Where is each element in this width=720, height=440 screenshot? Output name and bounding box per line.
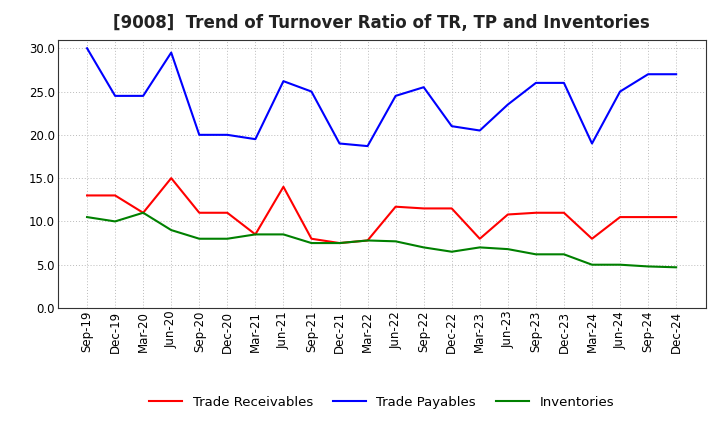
Trade Payables [336, 141, 344, 146]
Trade Payables [531, 80, 540, 85]
Trade Receivables [223, 210, 232, 216]
Trade Receivables [447, 206, 456, 211]
Trade Receivables [307, 236, 316, 242]
Inventories [336, 240, 344, 246]
Trade Payables [588, 141, 596, 146]
Trade Receivables [588, 236, 596, 242]
Inventories [251, 232, 260, 237]
Inventories [307, 240, 316, 246]
Trade Payables [195, 132, 204, 137]
Trade Receivables [559, 210, 568, 216]
Trade Receivables [475, 236, 484, 242]
Trade Payables [475, 128, 484, 133]
Inventories [167, 227, 176, 233]
Title: [9008]  Trend of Turnover Ratio of TR, TP and Inventories: [9008] Trend of Turnover Ratio of TR, TP… [113, 15, 650, 33]
Inventories [644, 264, 652, 269]
Trade Receivables [644, 214, 652, 220]
Trade Receivables [336, 240, 344, 246]
Inventories [559, 252, 568, 257]
Inventories [531, 252, 540, 257]
Trade Payables [223, 132, 232, 137]
Trade Payables [644, 72, 652, 77]
Trade Payables [503, 102, 512, 107]
Trade Receivables [111, 193, 120, 198]
Inventories [139, 210, 148, 216]
Trade Payables [251, 136, 260, 142]
Trade Payables [559, 80, 568, 85]
Trade Receivables [83, 193, 91, 198]
Trade Receivables [279, 184, 288, 190]
Trade Payables [307, 89, 316, 94]
Trade Receivables [419, 206, 428, 211]
Trade Receivables [616, 214, 624, 220]
Inventories [616, 262, 624, 268]
Inventories [419, 245, 428, 250]
Trade Payables [419, 84, 428, 90]
Inventories [223, 236, 232, 242]
Trade Payables [672, 72, 680, 77]
Trade Receivables [139, 210, 148, 216]
Line: Trade Payables: Trade Payables [87, 48, 676, 146]
Trade Receivables [251, 232, 260, 237]
Trade Receivables [391, 204, 400, 209]
Legend: Trade Receivables, Trade Payables, Inventories: Trade Receivables, Trade Payables, Inven… [144, 391, 619, 414]
Trade Receivables [531, 210, 540, 216]
Inventories [475, 245, 484, 250]
Trade Receivables [672, 214, 680, 220]
Inventories [447, 249, 456, 254]
Inventories [195, 236, 204, 242]
Trade Payables [167, 50, 176, 55]
Trade Receivables [503, 212, 512, 217]
Inventories [83, 214, 91, 220]
Inventories [279, 232, 288, 237]
Inventories [672, 265, 680, 270]
Trade Payables [391, 93, 400, 99]
Trade Payables [139, 93, 148, 99]
Trade Payables [447, 124, 456, 129]
Trade Payables [83, 46, 91, 51]
Trade Payables [364, 143, 372, 149]
Inventories [503, 246, 512, 252]
Trade Receivables [167, 176, 176, 181]
Trade Receivables [195, 210, 204, 216]
Trade Receivables [364, 238, 372, 243]
Trade Payables [616, 89, 624, 94]
Trade Payables [111, 93, 120, 99]
Line: Inventories: Inventories [87, 213, 676, 268]
Inventories [364, 238, 372, 243]
Inventories [588, 262, 596, 268]
Trade Payables [279, 78, 288, 84]
Inventories [391, 238, 400, 244]
Line: Trade Receivables: Trade Receivables [87, 178, 676, 243]
Inventories [111, 219, 120, 224]
